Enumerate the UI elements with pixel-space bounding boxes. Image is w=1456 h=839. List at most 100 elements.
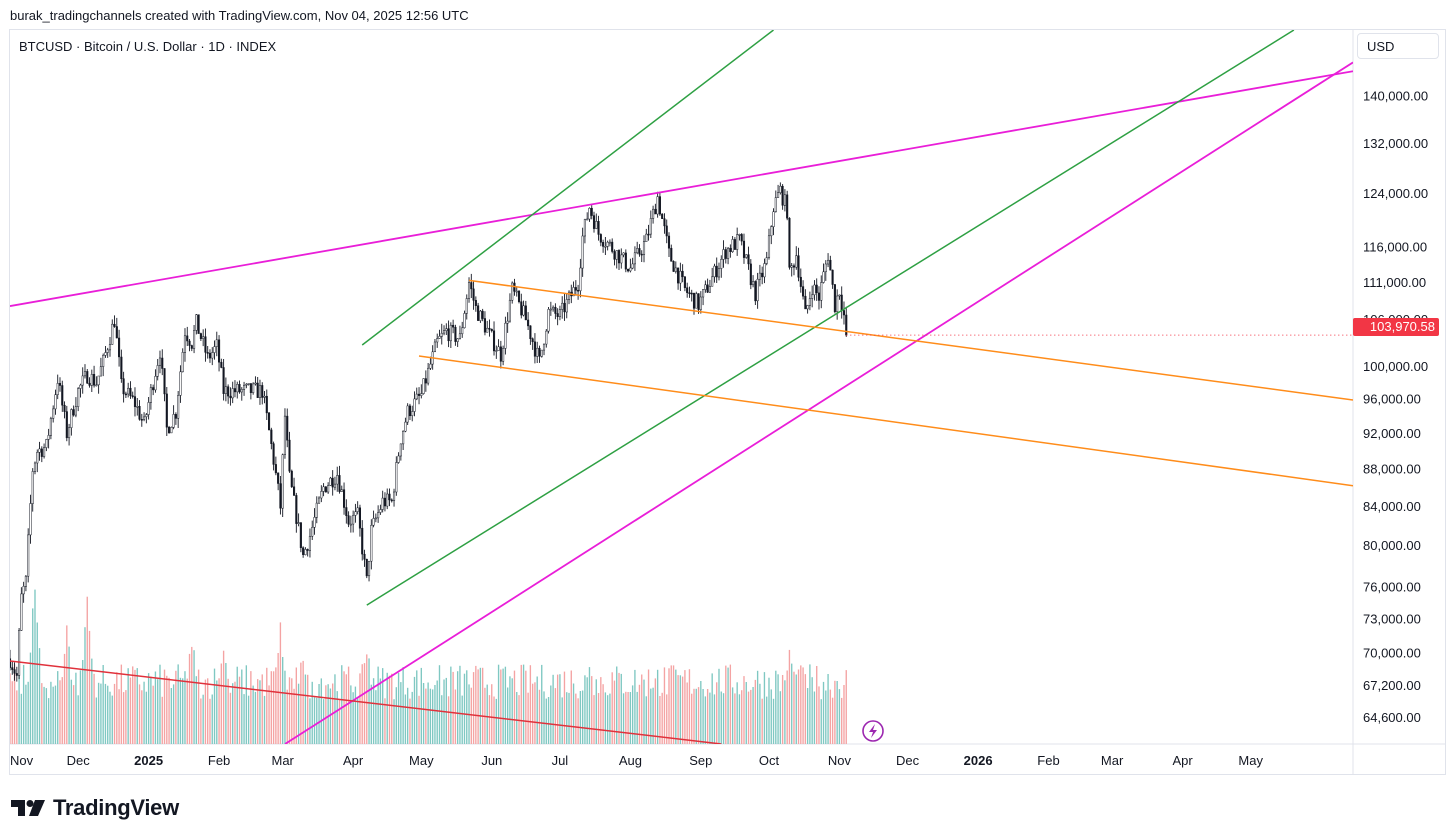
candle[interactable] xyxy=(652,205,655,224)
candle[interactable] xyxy=(106,347,109,358)
candle[interactable] xyxy=(165,387,168,436)
candle[interactable] xyxy=(13,662,16,681)
candle[interactable] xyxy=(374,513,377,523)
candle[interactable] xyxy=(483,311,486,336)
candle[interactable] xyxy=(297,513,300,527)
candle[interactable] xyxy=(592,211,596,233)
candle[interactable] xyxy=(147,397,150,420)
candle[interactable] xyxy=(606,240,609,251)
candle[interactable] xyxy=(386,488,389,510)
candle[interactable] xyxy=(504,316,507,355)
candle[interactable] xyxy=(256,377,259,398)
candle[interactable] xyxy=(315,496,318,524)
candle[interactable] xyxy=(729,244,732,258)
candle[interactable] xyxy=(240,387,243,401)
candle[interactable] xyxy=(218,335,221,372)
candle[interactable] xyxy=(529,325,532,345)
candle[interactable] xyxy=(674,261,677,274)
candle[interactable] xyxy=(18,628,21,680)
candle[interactable] xyxy=(811,285,814,308)
candle[interactable] xyxy=(533,333,536,364)
candle[interactable] xyxy=(763,258,766,284)
candle[interactable] xyxy=(336,466,339,492)
trendline-channel-bottom[interactable] xyxy=(366,30,1295,606)
candle[interactable] xyxy=(54,389,57,415)
candle[interactable] xyxy=(740,233,743,246)
candle[interactable] xyxy=(229,387,232,406)
candle[interactable] xyxy=(72,405,75,417)
candle[interactable] xyxy=(508,293,511,323)
candle[interactable] xyxy=(197,314,200,334)
candle[interactable] xyxy=(131,391,134,399)
candle[interactable] xyxy=(252,382,255,395)
candle[interactable] xyxy=(222,359,225,401)
candle[interactable] xyxy=(208,349,212,363)
candle[interactable] xyxy=(790,263,793,277)
candle[interactable] xyxy=(29,494,32,544)
candle[interactable] xyxy=(120,349,123,383)
candle[interactable] xyxy=(815,278,818,301)
candle[interactable] xyxy=(667,232,671,257)
candle[interactable] xyxy=(524,300,527,321)
candle[interactable] xyxy=(770,225,773,245)
candle[interactable] xyxy=(554,303,557,320)
candle[interactable] xyxy=(220,358,223,369)
candle[interactable] xyxy=(99,357,102,377)
candle[interactable] xyxy=(154,369,157,393)
candle[interactable] xyxy=(649,210,652,239)
candle[interactable] xyxy=(427,363,430,386)
candle[interactable] xyxy=(656,191,659,218)
candle[interactable] xyxy=(549,301,552,316)
candle[interactable] xyxy=(563,294,566,321)
symbol-title[interactable]: BTCUSD · Bitcoin / U.S. Dollar · 1D · IN… xyxy=(19,39,277,54)
candle[interactable] xyxy=(558,305,561,321)
candle[interactable] xyxy=(340,485,343,492)
candle[interactable] xyxy=(629,258,632,273)
trendline-channel-top[interactable] xyxy=(361,30,774,346)
candle[interactable] xyxy=(542,343,546,356)
candle[interactable] xyxy=(490,328,493,333)
candle[interactable] xyxy=(277,472,280,491)
candle[interactable] xyxy=(829,255,832,271)
candle[interactable] xyxy=(22,581,25,603)
candle[interactable] xyxy=(461,321,464,338)
candle[interactable] xyxy=(495,345,498,359)
candle[interactable] xyxy=(156,359,159,381)
candle[interactable] xyxy=(681,264,684,283)
candle[interactable] xyxy=(742,233,746,264)
candle[interactable] xyxy=(302,546,305,558)
candle[interactable] xyxy=(506,312,509,333)
candle[interactable] xyxy=(233,380,237,398)
candle[interactable] xyxy=(486,320,489,333)
candle[interactable] xyxy=(736,227,739,256)
candle[interactable] xyxy=(265,389,268,421)
candle[interactable] xyxy=(624,249,627,273)
candle[interactable] xyxy=(474,296,477,312)
candle[interactable] xyxy=(638,244,641,257)
candle[interactable] xyxy=(645,228,648,242)
candle[interactable] xyxy=(540,349,543,358)
candle[interactable] xyxy=(731,236,734,253)
candle[interactable] xyxy=(352,510,355,533)
candle[interactable] xyxy=(358,504,362,537)
candle[interactable] xyxy=(470,273,473,298)
candle[interactable] xyxy=(354,503,357,523)
candle[interactable] xyxy=(88,377,91,388)
candle[interactable] xyxy=(442,325,446,336)
candle[interactable] xyxy=(363,549,366,567)
candle[interactable] xyxy=(311,520,314,540)
candle[interactable] xyxy=(567,290,571,305)
candle[interactable] xyxy=(597,215,600,241)
candle[interactable] xyxy=(138,400,141,421)
candle[interactable] xyxy=(272,441,275,471)
candle[interactable] xyxy=(395,456,398,496)
candle[interactable] xyxy=(492,321,496,356)
candle[interactable] xyxy=(754,280,757,305)
candle[interactable] xyxy=(422,378,425,395)
candle[interactable] xyxy=(9,649,12,671)
candle[interactable] xyxy=(213,340,216,360)
candle[interactable] xyxy=(463,310,466,329)
candle[interactable] xyxy=(706,278,709,293)
candle[interactable] xyxy=(24,575,27,592)
